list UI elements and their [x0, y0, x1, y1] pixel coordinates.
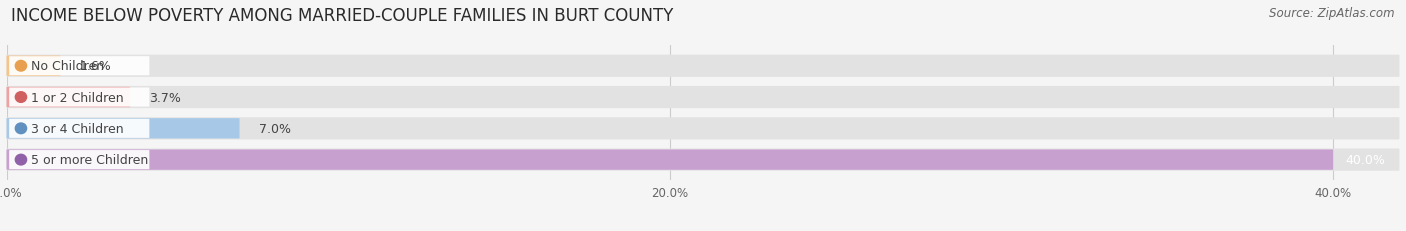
Text: INCOME BELOW POVERTY AMONG MARRIED-COUPLE FAMILIES IN BURT COUNTY: INCOME BELOW POVERTY AMONG MARRIED-COUPL… [11, 7, 673, 25]
FancyBboxPatch shape [7, 149, 1399, 171]
Text: 1.6%: 1.6% [80, 60, 111, 73]
Circle shape [15, 124, 27, 134]
FancyBboxPatch shape [7, 55, 1399, 78]
FancyBboxPatch shape [10, 150, 149, 169]
FancyBboxPatch shape [7, 88, 131, 108]
Text: 7.0%: 7.0% [259, 122, 291, 135]
Circle shape [15, 61, 27, 72]
FancyBboxPatch shape [10, 119, 149, 138]
Text: Source: ZipAtlas.com: Source: ZipAtlas.com [1270, 7, 1395, 20]
FancyBboxPatch shape [7, 119, 239, 139]
Text: 40.0%: 40.0% [1346, 153, 1386, 166]
FancyBboxPatch shape [7, 150, 1333, 170]
Text: 5 or more Children: 5 or more Children [31, 153, 148, 166]
FancyBboxPatch shape [7, 118, 1399, 140]
Text: 3.7%: 3.7% [149, 91, 181, 104]
Text: 3 or 4 Children: 3 or 4 Children [31, 122, 124, 135]
FancyBboxPatch shape [10, 57, 149, 76]
Circle shape [15, 92, 27, 103]
FancyBboxPatch shape [7, 56, 60, 77]
FancyBboxPatch shape [7, 87, 1399, 109]
Text: 1 or 2 Children: 1 or 2 Children [31, 91, 124, 104]
Circle shape [15, 155, 27, 165]
FancyBboxPatch shape [10, 88, 149, 107]
Text: No Children: No Children [31, 60, 104, 73]
